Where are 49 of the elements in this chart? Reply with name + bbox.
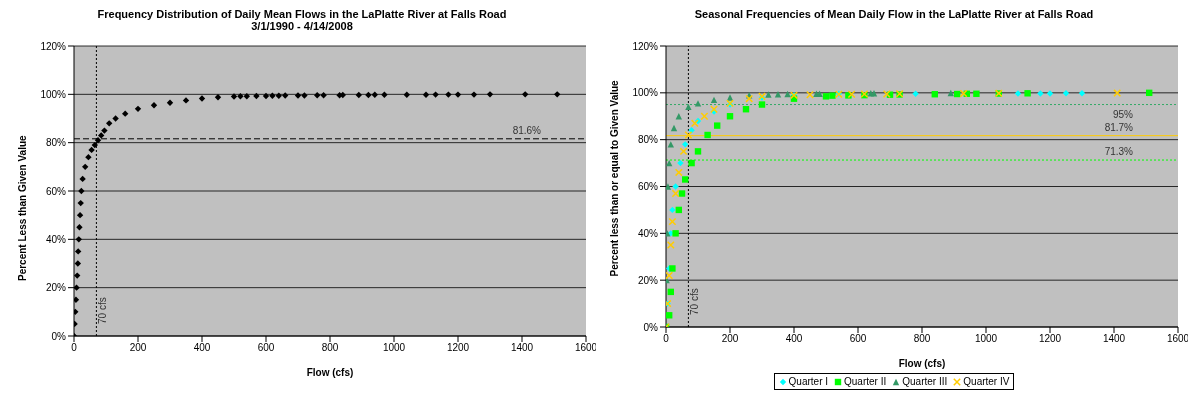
legend-label: Quarter II xyxy=(843,376,887,387)
y-tick-label: 20% xyxy=(45,282,67,294)
x-tick-label: 600 xyxy=(257,342,275,354)
y-tick-label: 80% xyxy=(637,134,659,146)
legend-label: Quarter III xyxy=(901,376,948,387)
ref-line-label: 95% xyxy=(1112,108,1134,120)
y-tick-label: 100% xyxy=(40,88,67,100)
x-tick-label: 1600 xyxy=(1166,333,1190,345)
x-tick-label: 1200 xyxy=(446,342,470,354)
y-tick-label: 40% xyxy=(45,233,67,245)
y-tick-label: 20% xyxy=(637,274,659,286)
y-tick-label: 120% xyxy=(632,40,659,52)
y-tick-label: 120% xyxy=(40,40,67,52)
ref-line-label: 81.6% xyxy=(512,124,542,136)
x-axis-title: Flow (cfs) xyxy=(306,367,354,378)
ref-line-label: 71.3% xyxy=(1104,146,1134,158)
y-tick-label: 0% xyxy=(51,330,67,342)
y-tick-label: 40% xyxy=(637,227,659,239)
x-tick-label: 400 xyxy=(193,342,211,354)
x-tick-label: 0 xyxy=(663,333,670,345)
y-axis-title: Percent less than or equal to Given Value xyxy=(608,79,620,277)
x-tick-label: 1000 xyxy=(382,342,406,354)
ref-line-label: 70 cfs xyxy=(97,297,109,324)
x-tick-label: 1200 xyxy=(1038,333,1062,345)
x-tick-label: 0 xyxy=(71,342,78,354)
ref-line-label: 70 cfs xyxy=(689,288,701,315)
y-tick-label: 0% xyxy=(643,321,659,333)
x-tick-label: 800 xyxy=(321,342,339,354)
chart-title: Seasonal Frequencies of Mean Daily Flow in the LaPlatte River at Falls Road xyxy=(693,8,1095,20)
x-tick-label: 1400 xyxy=(510,342,534,354)
x-tick-label: 200 xyxy=(129,342,147,354)
ref-line-label: 81.7% xyxy=(1104,121,1134,133)
x-tick-label: 400 xyxy=(785,333,803,345)
x-axis-title: Flow (cfs) xyxy=(898,358,946,369)
x-tick-label: 800 xyxy=(913,333,931,345)
y-tick-label: 100% xyxy=(632,87,659,99)
x-tick-label: 1600 xyxy=(574,342,598,354)
x-tick-label: 1400 xyxy=(1102,333,1126,345)
y-tick-label: 60% xyxy=(637,181,659,193)
x-tick-label: 1000 xyxy=(974,333,998,345)
y-axis-title: Percent Less than Given Value xyxy=(16,134,28,281)
chart-subtitle: 3/1/1990 - 4/14/2008 xyxy=(250,20,354,32)
y-tick-label: 60% xyxy=(45,185,67,197)
x-tick-label: 200 xyxy=(721,333,739,345)
legend-label: Quarter I xyxy=(787,376,829,387)
chart-title: Frequency Distribution of Daily Mean Flows in the LaPlatte River at Falls Road xyxy=(96,8,508,20)
x-tick-label: 600 xyxy=(849,333,867,345)
y-tick-label: 80% xyxy=(45,137,67,149)
legend-label: Quarter IV xyxy=(962,376,1010,387)
